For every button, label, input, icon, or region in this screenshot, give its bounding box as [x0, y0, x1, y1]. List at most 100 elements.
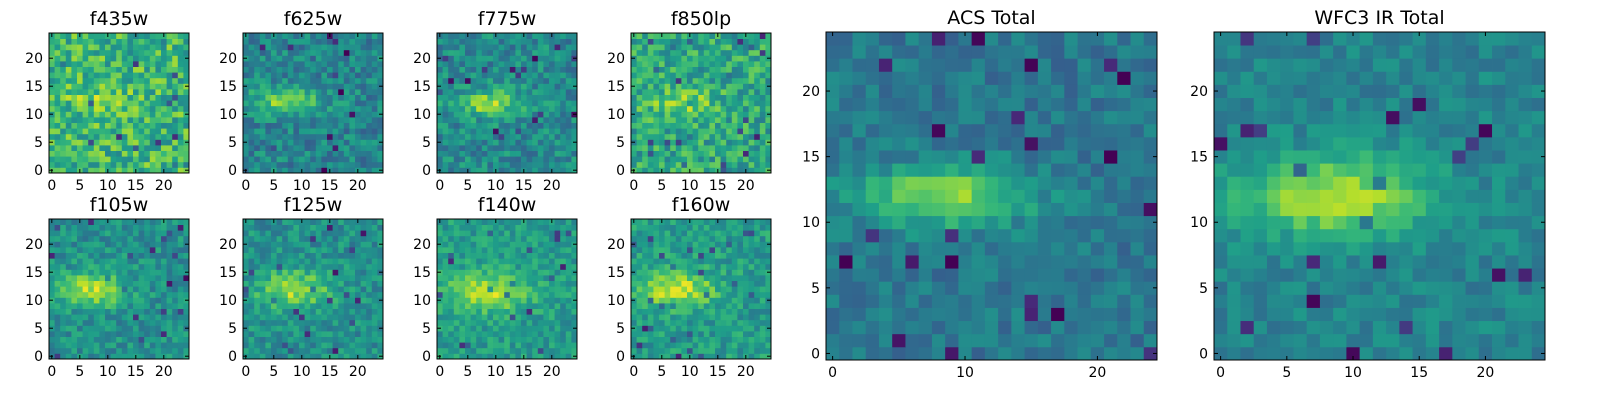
heatmap-cell — [71, 66, 78, 73]
heatmap-cell — [670, 44, 677, 51]
heatmap-cell — [88, 100, 95, 107]
heatmap-cell — [248, 258, 255, 265]
heatmap-cell — [532, 128, 539, 135]
heatmap-cell — [99, 319, 106, 326]
heatmap-cell — [442, 150, 449, 157]
heatmap-cell — [321, 156, 328, 163]
heatmap-cell — [549, 308, 555, 315]
heatmap-cell — [355, 139, 361, 146]
heatmap-cell — [453, 66, 460, 73]
heatmap-cell — [293, 44, 300, 51]
heatmap-cell — [276, 241, 283, 248]
heatmap-cell — [149, 145, 156, 151]
heatmap-cell — [99, 38, 106, 45]
heatmap-cell — [161, 100, 167, 107]
heatmap-cell — [77, 44, 83, 51]
heatmap-cell — [121, 291, 128, 298]
heatmap-cell — [692, 347, 699, 354]
heatmap-cell — [754, 133, 761, 140]
heatmap-cell — [327, 224, 333, 231]
heatmap-cell — [77, 38, 83, 45]
heatmap-cell — [343, 72, 350, 79]
heatmap-cell — [748, 291, 755, 298]
heatmap-cell — [355, 77, 361, 84]
x-tick-label: 15 — [709, 178, 727, 194]
heatmap-cell — [631, 319, 637, 326]
heatmap-cell — [71, 303, 78, 309]
heatmap-cell — [631, 133, 637, 140]
heatmap-cell — [82, 280, 89, 287]
heatmap-cell — [88, 342, 95, 349]
heatmap-cell — [77, 247, 83, 253]
heatmap-cell — [737, 77, 744, 84]
heatmap-cell — [647, 89, 654, 95]
heatmap-cell — [71, 314, 78, 321]
heatmap-cell — [315, 150, 322, 157]
heatmap-cell — [692, 66, 699, 73]
heatmap-cell — [276, 263, 283, 270]
heatmap-cell — [631, 308, 637, 315]
heatmap-cell — [487, 286, 494, 293]
heatmap-cell — [515, 122, 522, 129]
heatmap-cell — [99, 167, 106, 174]
heatmap-cell — [144, 100, 151, 107]
heatmap-cell — [537, 325, 544, 332]
heatmap-cell — [88, 235, 95, 242]
heatmap-cell — [321, 308, 328, 315]
heatmap-cell — [105, 275, 111, 281]
heatmap-cell — [310, 133, 317, 140]
heatmap-cell — [532, 89, 539, 95]
heatmap-cell — [243, 94, 249, 101]
heatmap-cell — [647, 145, 654, 151]
heatmap-cell — [166, 61, 173, 67]
heatmap-cell — [743, 77, 749, 84]
heatmap-cell — [161, 342, 167, 349]
heatmap-cell — [765, 156, 772, 163]
heatmap-cell — [304, 38, 311, 45]
heatmap-cell — [543, 308, 550, 315]
heatmap-cell — [653, 55, 660, 62]
heatmap-cell — [526, 275, 533, 281]
heatmap-cell — [248, 241, 255, 248]
heatmap-cell — [737, 314, 744, 321]
heatmap-cell — [487, 161, 494, 168]
heatmap-cell — [631, 49, 637, 56]
heatmap-cell — [515, 100, 522, 107]
heatmap-cell — [144, 161, 151, 168]
heatmap-cell — [437, 105, 443, 112]
heatmap-cell — [498, 291, 505, 298]
heatmap-cell — [442, 297, 449, 304]
heatmap-cell — [60, 122, 67, 129]
heatmap-cell — [560, 150, 567, 157]
heatmap-cell — [360, 325, 367, 332]
heatmap-cell — [571, 44, 578, 51]
heatmap-cell — [355, 297, 361, 304]
heatmap-cell — [105, 61, 111, 67]
heatmap-cell — [259, 219, 266, 225]
heatmap-cell — [681, 111, 688, 118]
heatmap-cell — [254, 235, 261, 242]
heatmap-cell — [82, 66, 89, 73]
heatmap-cell — [321, 336, 328, 343]
heatmap-cell — [327, 247, 333, 253]
heatmap-cell — [698, 117, 705, 123]
heatmap-cell — [127, 308, 134, 315]
heatmap-cell — [692, 111, 699, 118]
heatmap-cell — [127, 280, 134, 287]
heatmap-cell — [259, 319, 266, 326]
heatmap-cell — [243, 89, 249, 95]
heatmap-cell — [371, 258, 378, 265]
heatmap-cell — [726, 33, 733, 39]
heatmap-cell — [698, 297, 705, 304]
heatmap-cell — [476, 241, 483, 248]
heatmap-cell — [338, 230, 345, 237]
heatmap-cell — [144, 303, 151, 309]
heatmap-cell — [571, 150, 578, 157]
heatmap-cell — [243, 77, 249, 84]
heatmap-cell — [442, 219, 449, 225]
heatmap-cell — [675, 33, 682, 39]
heatmap-cell — [177, 331, 184, 337]
heatmap-cell — [271, 83, 277, 90]
heatmap-cell — [692, 128, 699, 135]
heatmap-cell — [248, 161, 255, 168]
